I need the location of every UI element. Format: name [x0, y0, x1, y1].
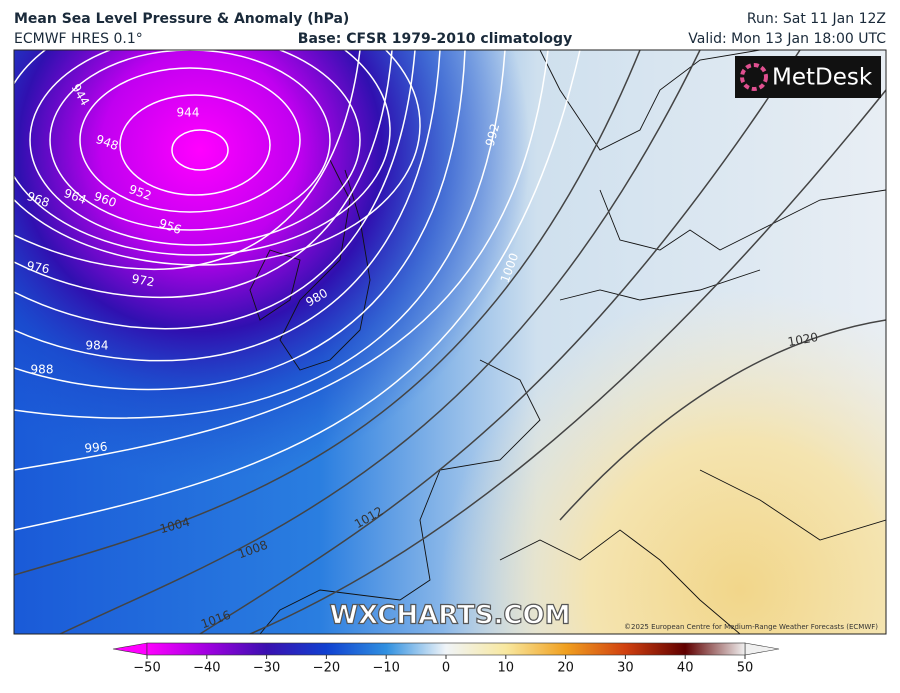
colorbar-tick-label: 20 [557, 661, 574, 676]
copyright: ©2025 European Centre for Medium-Range W… [624, 623, 878, 631]
colorbar-tick-label: −30 [253, 661, 280, 676]
colorbar-tick-label: −10 [372, 661, 399, 676]
colorbar-tick-label: 10 [498, 661, 515, 676]
colorbar-tick-label: 30 [617, 661, 634, 676]
isobar-label: 988 [31, 363, 54, 377]
colorbar-low-arrow [112, 642, 148, 656]
isobar-label: 976 [26, 259, 51, 277]
colorbar-tick-label: −50 [133, 661, 160, 676]
valid: Valid: Mon 13 Jan 18:00 UTC [688, 31, 886, 47]
watermark: WXCHARTS.COM [329, 601, 570, 631]
isobar-label: 1020 [787, 330, 820, 349]
colorbar-bar [146, 642, 746, 656]
colorbar-tick-label: −40 [193, 661, 220, 676]
isobar-label: 996 [84, 440, 108, 456]
map: 9449449489529569609649689729769809849889… [14, 50, 886, 634]
model: ECMWF HRES 0.1° [14, 31, 143, 47]
isobar-label: 984 [86, 339, 109, 353]
logo-box [735, 56, 881, 98]
base: Base: CFSR 1979-2010 climatology [298, 31, 572, 47]
isobar-label: 992 [483, 122, 502, 148]
coastlines [249, 50, 886, 634]
isobar-label: 944 [177, 106, 200, 120]
logo-icon [740, 63, 768, 91]
colorbar-high-arrow [744, 642, 780, 656]
logo: MetDesk [772, 65, 873, 91]
colorbar-tick-label: 50 [737, 661, 754, 676]
colorbar-tick-label: −20 [313, 661, 340, 676]
low-anomaly [14, 50, 886, 634]
isobars [14, 50, 886, 634]
map-frame [13, 49, 887, 635]
colorbar-tick-label: 40 [677, 661, 694, 676]
colorbar: −50 −40 −30 −20 −10 0 10 20 30 40 50 [112, 642, 780, 676]
run: Run: Sat 11 Jan 12Z [747, 11, 886, 27]
title: Mean Sea Level Pressure & Anomaly (hPa) [14, 11, 349, 27]
colorbar-tick-label: 0 [442, 661, 450, 676]
isobar-label: 972 [131, 272, 156, 290]
